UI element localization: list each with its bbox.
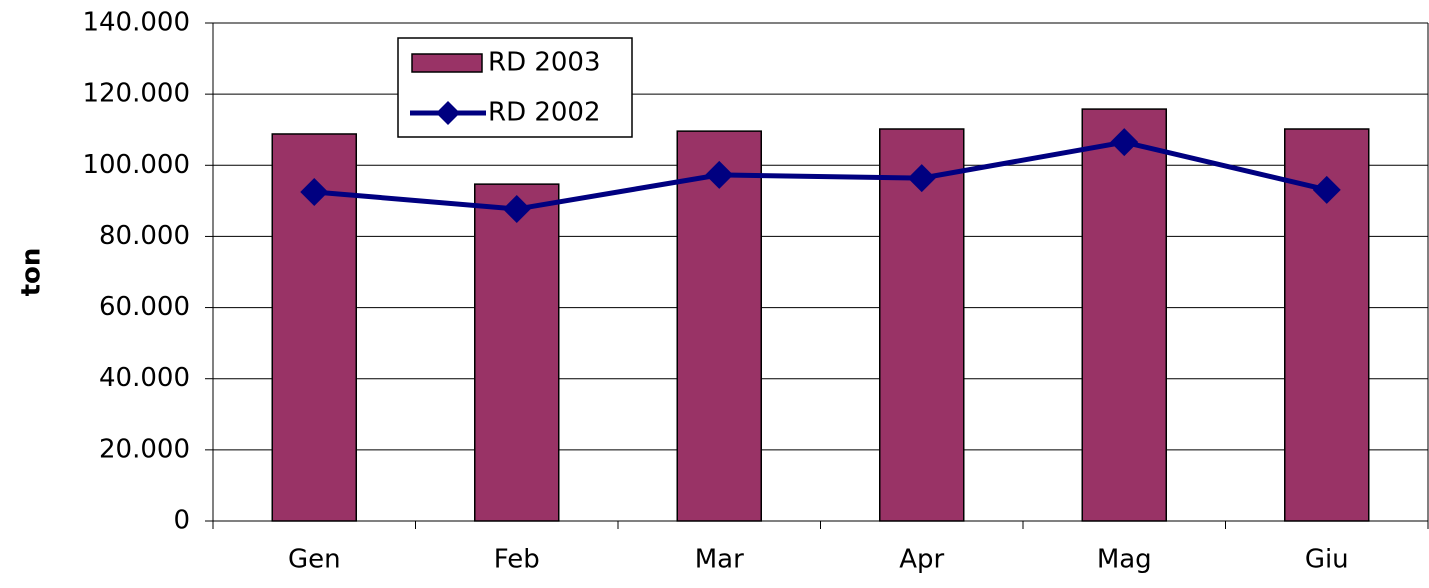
legend: RD 2003 RD 2002 [397,37,633,138]
y-axis-label: ton [17,248,47,297]
bar [474,183,560,522]
line-marker [705,160,734,189]
line-marker [1312,175,1341,204]
line-marker [1110,128,1139,157]
bar [676,130,762,522]
y-tick-label: 140.000 [82,8,190,38]
line-marker [907,164,936,193]
y-tick-label: 40.000 [99,363,190,393]
x-tick-label: Feb [494,545,540,575]
bar [1081,108,1167,522]
legend-swatch [411,53,483,73]
line-marker [300,177,329,206]
line-marker [502,195,531,224]
y-tick-label: 80.000 [99,221,190,251]
y-tick-label: 120.000 [82,79,190,109]
bar [879,128,965,522]
x-tick-label: Mar [695,545,744,575]
y-tick-label: 60.000 [99,292,190,322]
legend-label: RD 2003 [488,48,601,78]
x-tick-label: Apr [899,545,944,575]
y-tick-label: 20.000 [99,434,190,464]
legend-label: RD 2002 [488,98,601,128]
line [314,139,1328,212]
legend-marker [436,101,460,125]
y-tick-label: 100.000 [82,150,190,180]
x-tick-label: Gen [288,545,341,575]
y-tick-label: 0 [173,506,190,536]
x-tick-label: Giu [1305,545,1349,575]
x-tick-label: Mag [1097,545,1152,575]
